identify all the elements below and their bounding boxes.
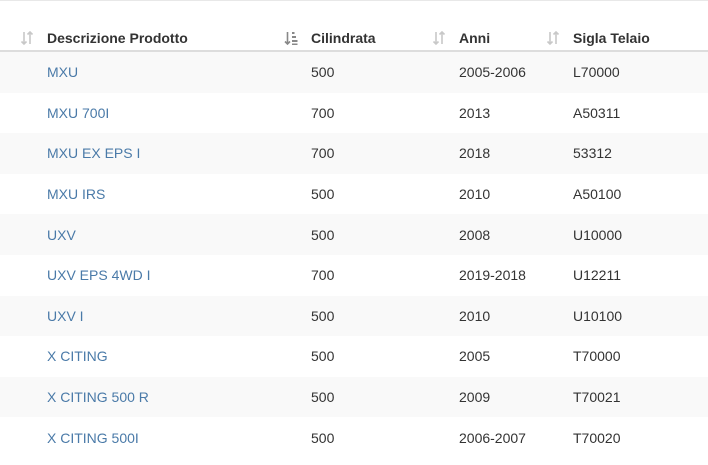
- cell-years: 2005: [459, 348, 491, 365]
- table-row: MXU 700I 700 2013 A50311: [0, 92, 708, 134]
- cell-frame: U12211: [573, 267, 622, 284]
- product-link[interactable]: MXU EX EPS I: [47, 145, 141, 162]
- header-label: Sigla Telaio: [573, 30, 650, 46]
- cell-displacement: 500: [311, 348, 335, 365]
- table-row: MXU 500 2005-2006 L70000: [0, 52, 708, 93]
- cell-displacement: 700: [311, 145, 335, 162]
- header-label: Anni: [459, 30, 491, 46]
- cell-years: 2018: [459, 145, 491, 162]
- sort-ascending-icon: [284, 32, 298, 46]
- cell-product: UXV I: [0, 308, 311, 324]
- cell-frame: A50100: [573, 186, 622, 203]
- cell-product: MXU: [0, 64, 311, 80]
- cell-displacement: 500: [311, 307, 335, 324]
- product-link[interactable]: X CITING: [47, 348, 108, 365]
- cell-product: MXU IRS: [0, 186, 311, 202]
- table-header: Descrizione Prodotto Cilindrata Anni: [0, 1, 708, 52]
- sort-both-icon: [432, 30, 446, 46]
- header-cilindrata[interactable]: Cilindrata: [284, 1, 459, 50]
- product-link[interactable]: X CITING 500 R: [47, 389, 149, 406]
- cell-frame: T70021: [573, 389, 621, 406]
- product-link[interactable]: MXU: [47, 64, 79, 81]
- cell-years: 2010: [459, 186, 491, 203]
- product-link[interactable]: UXV: [47, 226, 76, 243]
- cell-years: 2009: [459, 389, 491, 406]
- cell-years: 2010: [459, 307, 491, 324]
- table-row: X CITING 500 R 500 2009 T70021: [0, 376, 708, 418]
- cell-displacement: 500: [311, 429, 335, 446]
- table-row: MXU IRS 500 2010 A50100: [0, 173, 708, 215]
- cell-product: X CITING 500 R: [0, 389, 311, 405]
- header-sigla-telaio[interactable]: Sigla Telaio: [546, 1, 708, 50]
- cell-frame: L70000: [573, 64, 620, 81]
- header-label: Cilindrata: [311, 30, 376, 46]
- table-body: MXU 500 2005-2006 L70000 MXU 700I 700 20…: [0, 52, 708, 458]
- product-link[interactable]: X CITING 500I: [47, 429, 139, 446]
- cell-displacement: 500: [311, 186, 335, 203]
- cell-product: MXU 700I: [0, 105, 311, 121]
- cell-product: X CITING: [0, 348, 311, 364]
- cell-years: 2005-2006: [459, 64, 526, 81]
- cell-displacement: 500: [311, 226, 335, 243]
- cell-frame: T70020: [573, 429, 621, 446]
- cell-frame: A50311: [573, 104, 621, 121]
- product-link[interactable]: UXV I: [47, 307, 84, 324]
- cell-product: UXV EPS 4WD I: [0, 267, 311, 283]
- cell-product: MXU EX EPS I: [0, 145, 311, 161]
- cell-displacement: 500: [311, 389, 335, 406]
- header-anni[interactable]: Anni: [432, 1, 573, 50]
- table-row: MXU EX EPS I 700 2018 53312: [0, 133, 708, 174]
- cell-frame: U10000: [573, 226, 623, 243]
- table-row: X CITING 500I 500 2006-2007 T70020: [0, 417, 708, 458]
- cell-displacement: 700: [311, 104, 335, 121]
- cell-frame: 53312: [573, 145, 612, 162]
- header-label: Descrizione Prodotto: [47, 30, 188, 46]
- header-descrizione-prodotto[interactable]: Descrizione Prodotto: [0, 1, 311, 50]
- cell-product: X CITING 500I: [0, 430, 311, 446]
- cell-years: 2008: [459, 226, 491, 243]
- table-row: UXV 500 2008 U10000: [0, 214, 708, 255]
- table-row: UXV EPS 4WD I 700 2019-2018 U12211: [0, 254, 708, 296]
- cell-frame: T70000: [573, 348, 621, 365]
- sort-both-icon: [546, 30, 560, 46]
- product-link[interactable]: MXU IRS: [47, 186, 106, 203]
- cell-displacement: 500: [311, 64, 335, 81]
- table-row: UXV I 500 2010 U10100: [0, 295, 708, 337]
- sort-both-icon: [20, 30, 34, 46]
- cell-frame: U10100: [573, 307, 623, 324]
- top-rule: [0, 0, 708, 1]
- cell-years: 2019-2018: [459, 267, 526, 284]
- product-link[interactable]: UXV EPS 4WD I: [47, 267, 151, 284]
- cell-product: UXV: [0, 227, 311, 243]
- cell-years: 2013: [459, 104, 491, 121]
- cell-years: 2006-2007: [459, 429, 526, 446]
- cell-displacement: 700: [311, 267, 335, 284]
- product-link[interactable]: MXU 700I: [47, 104, 110, 121]
- table-row: X CITING 500 2005 T70000: [0, 336, 708, 377]
